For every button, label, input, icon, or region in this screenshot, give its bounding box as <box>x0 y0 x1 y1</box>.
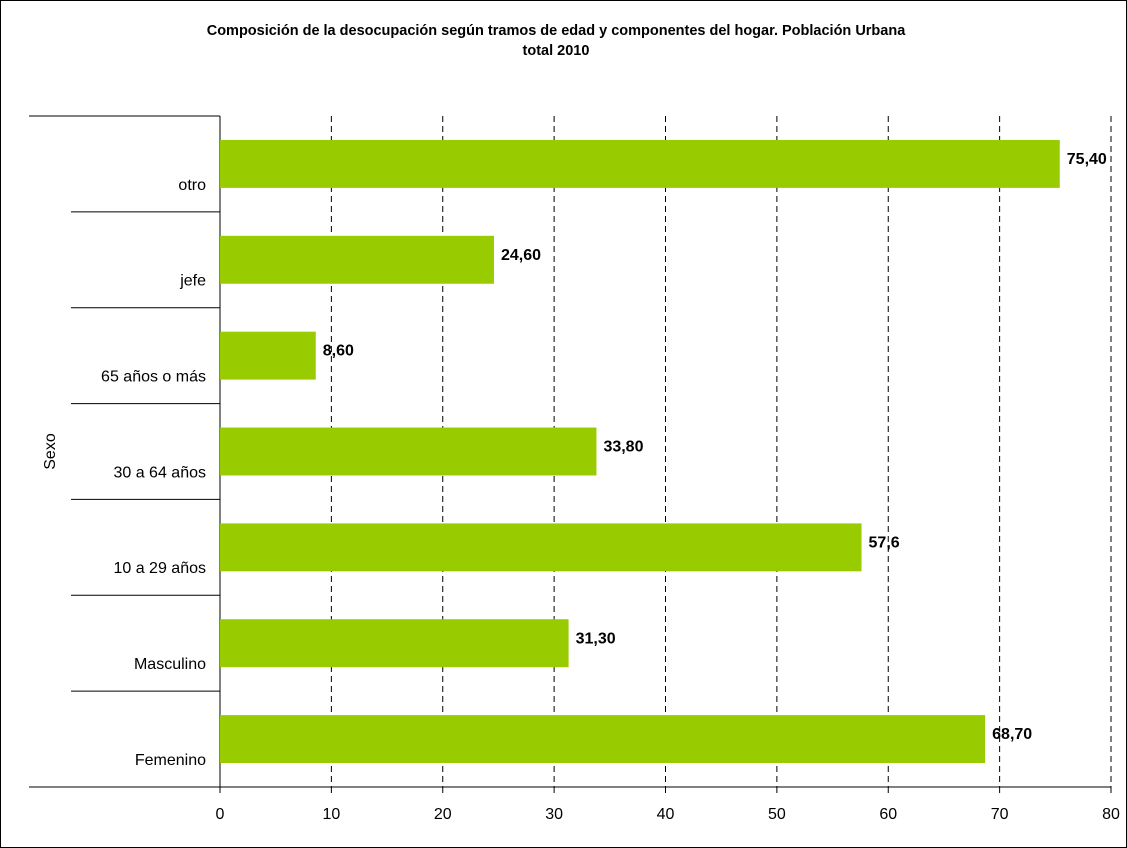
bar <box>220 619 569 668</box>
bar <box>220 235 494 284</box>
chart-title-line1: Composición de la desocupación según tra… <box>206 23 906 39</box>
x-tick-label: 0 <box>216 806 225 823</box>
chart-title: Composición de la desocupación según tra… <box>81 21 1031 61</box>
x-tick-label: 30 <box>545 806 563 823</box>
x-tick-label: 40 <box>657 806 675 823</box>
data-label: 75,40 <box>1067 151 1107 168</box>
data-label: 8,60 <box>323 343 354 360</box>
bar <box>220 715 986 764</box>
category-label: 65 años o más <box>101 369 206 386</box>
category-label: Masculino <box>134 656 206 673</box>
data-label: 68,70 <box>992 726 1032 743</box>
x-tick-label: 20 <box>434 806 452 823</box>
bar <box>220 523 862 572</box>
chart-title-line2: total 2010 <box>522 43 590 59</box>
x-tick-label: 50 <box>768 806 786 823</box>
category-label: 10 a 29 años <box>113 560 206 577</box>
x-tick-label: 80 <box>1102 806 1120 823</box>
bar <box>220 427 597 476</box>
data-label: 33,80 <box>603 439 643 456</box>
category-label: jefe <box>179 273 206 290</box>
x-tick-label: 70 <box>991 806 1009 823</box>
category-label: otro <box>178 177 206 194</box>
data-label: 31,30 <box>576 630 616 647</box>
bar <box>220 331 316 380</box>
x-tick-label: 10 <box>322 806 340 823</box>
category-label: Femenino <box>135 752 206 769</box>
data-label: 57,6 <box>869 534 900 551</box>
data-label: 24,60 <box>501 247 541 264</box>
y-axis-title: Sexo <box>42 433 59 470</box>
x-tick-label: 60 <box>879 806 897 823</box>
bar <box>220 139 1060 188</box>
category-label: 30 a 64 años <box>113 464 206 481</box>
